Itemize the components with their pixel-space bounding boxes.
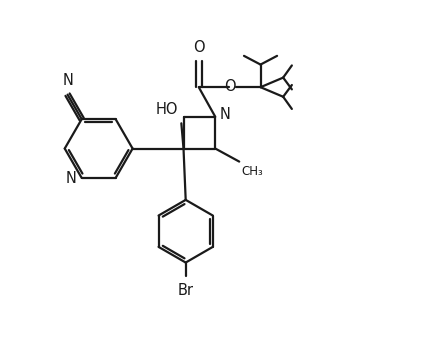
Text: CH₃: CH₃: [242, 165, 264, 178]
Text: N: N: [220, 107, 231, 122]
Text: O: O: [224, 79, 235, 94]
Text: N: N: [63, 73, 74, 88]
Text: O: O: [193, 40, 205, 55]
Text: Br: Br: [178, 282, 194, 297]
Text: HO: HO: [155, 102, 178, 117]
Text: N: N: [66, 171, 76, 186]
